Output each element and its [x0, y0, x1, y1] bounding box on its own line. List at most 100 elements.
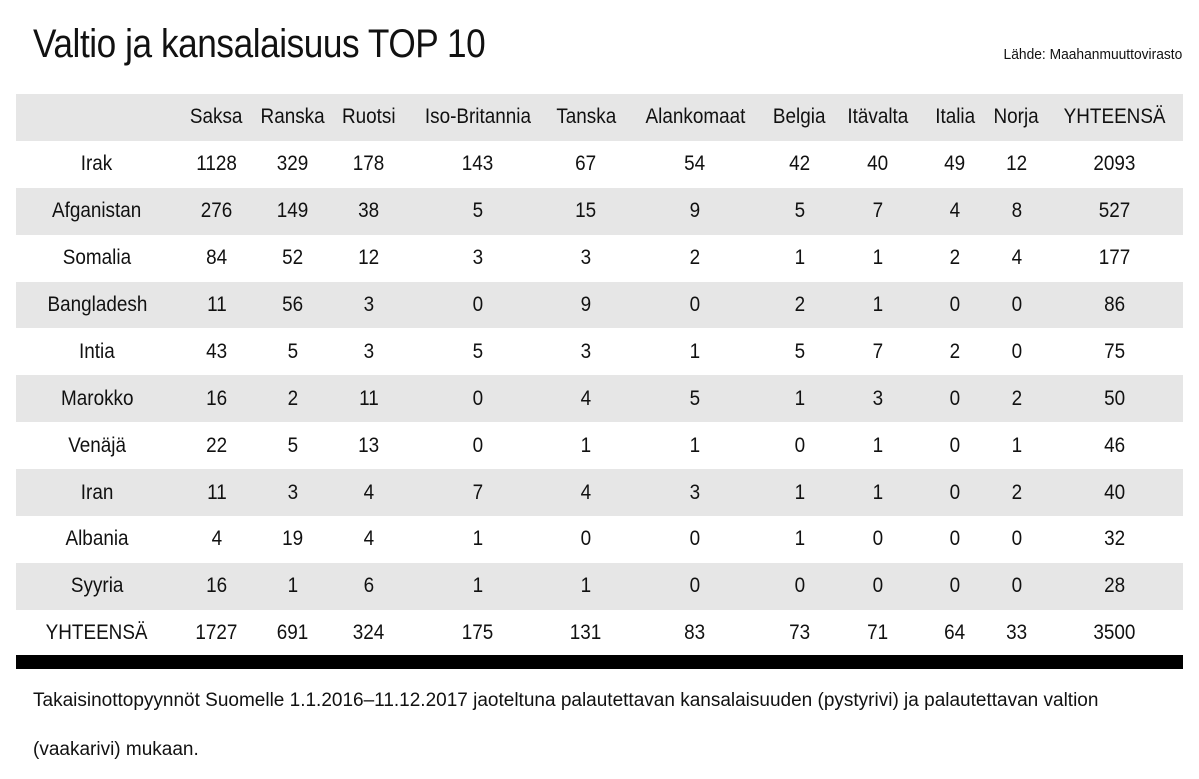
cell-value: 1: [794, 480, 805, 504]
cell-value: 1: [472, 574, 484, 598]
cell-value: 2: [949, 246, 961, 270]
cell-value: 67: [575, 152, 597, 176]
cell-value: 12: [1005, 152, 1028, 176]
table-cell: 75: [1046, 328, 1183, 375]
column-header-iso-britannia: Iso-Britannia: [408, 94, 548, 141]
table-cell: 143: [408, 141, 548, 188]
cell-value: 40: [867, 152, 889, 176]
column-header-saksa: Saksa: [178, 94, 255, 141]
row-label-text: Albania: [65, 527, 129, 551]
table-cell: 12: [330, 235, 408, 282]
cell-value: 0: [1011, 339, 1022, 363]
table-cell: 52: [255, 235, 330, 282]
cell-value: 75: [1103, 339, 1126, 363]
table-cell: 1: [833, 235, 923, 282]
cell-value: 11: [206, 293, 227, 316]
cell-value: 0: [949, 480, 961, 504]
cell-value: 8: [1011, 199, 1022, 223]
table-cell: 13: [330, 422, 408, 469]
cell-value: 38: [358, 199, 380, 223]
table-cell: 3: [408, 235, 548, 282]
table-cell: 1128: [178, 141, 255, 188]
table-cell: 4: [923, 187, 987, 235]
table-cell: 9: [548, 281, 624, 329]
column-header-tanska: Tanska: [548, 94, 624, 141]
cell-value: 0: [949, 293, 961, 316]
table-row: Marokko 16 2 11 0 4 5 1 3 0 2 50: [16, 375, 1183, 423]
cell-value: 0: [949, 527, 961, 551]
table-row: Somalia 84 52 12 3 3 2 1 1 2 4 177: [16, 235, 1183, 282]
table-cell: 3: [255, 469, 330, 517]
table-cell: 2: [255, 375, 330, 423]
row-label: Syyria: [16, 562, 178, 610]
cell-value: 22: [205, 433, 228, 457]
cell-value: 324: [353, 621, 385, 645]
page-title: Valtio ja kansalaisuus TOP 10: [33, 22, 486, 66]
cell-value: 32: [1103, 527, 1126, 551]
row-label-text: Afganistan: [52, 199, 142, 223]
table-row: YHTEENSÄ 1727 691 324 175 131 83 73 71 64 33 3500: [16, 610, 1183, 657]
cell-value: 2093: [1093, 152, 1136, 176]
table-cell: 1: [766, 469, 833, 517]
table-cell: 3: [624, 469, 766, 517]
cell-value: 1: [689, 433, 701, 457]
table-cell: 1: [255, 562, 330, 610]
cell-value: 1: [689, 339, 701, 363]
cell-value: 0: [689, 293, 701, 316]
table-cell: 16: [178, 562, 255, 610]
cell-value: 0: [689, 527, 701, 551]
cell-value: 3: [363, 293, 375, 316]
cell-value: 40: [1103, 480, 1126, 504]
cell-value: 0: [1011, 574, 1022, 598]
cell-value: 0: [1011, 527, 1022, 551]
cell-value: 50: [1103, 386, 1126, 410]
table-cell: 84: [178, 235, 255, 282]
table-cell: 22: [178, 422, 255, 469]
cell-value: 131: [570, 621, 602, 645]
table-cell: 54: [624, 141, 766, 188]
table-cell: 56: [255, 281, 330, 329]
table-cell: 5: [766, 187, 833, 235]
table-cell: 67: [548, 141, 624, 188]
table-cell: 5: [408, 187, 548, 235]
row-label-text: YHTEENSÄ: [46, 621, 148, 645]
column-header-italia: Italia: [923, 94, 987, 141]
table-cell: 131: [548, 610, 624, 657]
table-cell: 2: [766, 281, 833, 329]
table-cell: 1: [624, 328, 766, 375]
divider-bar: [16, 655, 1183, 669]
cell-value: 12: [358, 246, 380, 270]
table-cell: 11: [330, 375, 408, 423]
row-label: Venäjä: [16, 422, 178, 469]
cell-value: 7: [872, 199, 884, 223]
cell-value: 1727: [195, 621, 238, 645]
table-cell: 0: [923, 375, 987, 423]
table-cell: 28: [1046, 562, 1183, 610]
cell-value: 1: [872, 246, 884, 270]
cell-value: 1: [794, 386, 805, 410]
cell-value: 3: [872, 386, 884, 410]
table-cell: 73: [766, 610, 833, 657]
cell-value: 527: [1098, 199, 1131, 223]
cell-value: 1: [872, 480, 884, 504]
table-cell: 0: [987, 516, 1046, 563]
table-cell: 329: [255, 141, 330, 188]
table-cell: 5: [408, 328, 548, 375]
row-label-text: Bangladesh: [47, 293, 147, 316]
table-cell: 40: [1046, 469, 1183, 517]
table-cell: 0: [624, 281, 766, 329]
row-label-text: Venäjä: [68, 433, 126, 457]
row-label: Albania: [16, 516, 178, 563]
cell-value: 9: [689, 199, 701, 223]
cell-value: 276: [200, 199, 233, 223]
table-row: Afganistan 276 149 38 5 15 9 5 7 4 8 527: [16, 187, 1183, 235]
column-header-itavalta: Itävalta: [833, 94, 923, 141]
cell-value: 0: [949, 574, 961, 598]
cell-value: 0: [1011, 293, 1022, 316]
table-cell: 42: [766, 141, 833, 188]
cell-value: 11: [359, 386, 379, 410]
table-cell: 5: [624, 375, 766, 423]
table-cell: 0: [408, 375, 548, 423]
column-header-ruotsi: Ruotsi: [330, 94, 408, 141]
cell-value: 178: [353, 152, 385, 176]
